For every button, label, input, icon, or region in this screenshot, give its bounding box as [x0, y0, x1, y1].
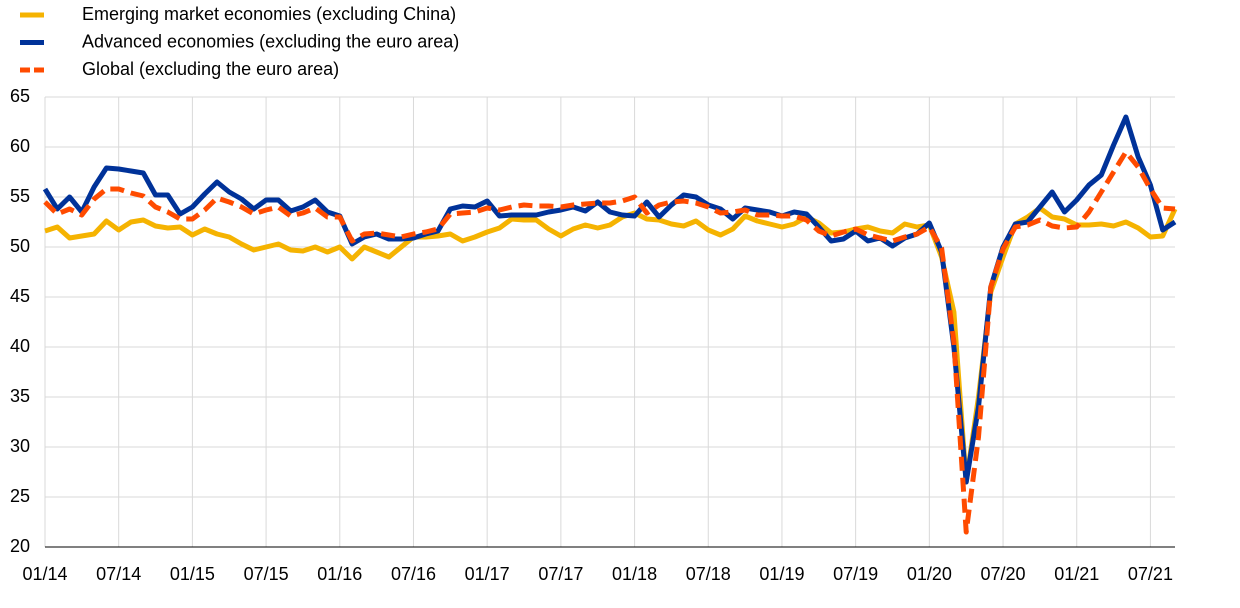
y-tick-label: 25 — [10, 486, 30, 506]
y-tick-label: 45 — [10, 286, 30, 306]
x-tick-label: 01/14 — [22, 564, 67, 584]
x-tick-label: 07/17 — [538, 564, 583, 584]
x-tick-label: 01/18 — [612, 564, 657, 584]
x-tick-label: 07/15 — [244, 564, 289, 584]
x-tick-label: 07/20 — [981, 564, 1026, 584]
x-tick-label: 01/15 — [170, 564, 215, 584]
y-tick-label: 30 — [10, 436, 30, 456]
x-tick-label: 01/16 — [317, 564, 362, 584]
y-tick-label: 35 — [10, 386, 30, 406]
x-tick-label: 01/19 — [759, 564, 804, 584]
y-tick-label: 20 — [10, 536, 30, 556]
x-tick-label: 07/16 — [391, 564, 436, 584]
legend-label: Emerging market economies (excluding Chi… — [82, 4, 456, 24]
x-tick-label: 07/18 — [686, 564, 731, 584]
legend-label: Advanced economies (excluding the euro a… — [82, 31, 459, 51]
y-tick-label: 55 — [10, 186, 30, 206]
x-tick-label: 01/17 — [465, 564, 510, 584]
x-tick-label: 07/21 — [1128, 564, 1173, 584]
series-line — [42, 114, 1177, 485]
series-line — [43, 149, 1176, 535]
y-tick-label: 65 — [10, 86, 30, 106]
y-tick-label: 40 — [10, 336, 30, 356]
legend-label: Global (excluding the euro area) — [82, 59, 339, 79]
x-tick-label: 01/20 — [907, 564, 952, 584]
x-tick-label: 01/21 — [1054, 564, 1099, 584]
x-tick-label: 07/14 — [96, 564, 141, 584]
y-tick-label: 60 — [10, 136, 30, 156]
x-tick-label: 07/19 — [833, 564, 878, 584]
y-tick-label: 50 — [10, 236, 30, 256]
